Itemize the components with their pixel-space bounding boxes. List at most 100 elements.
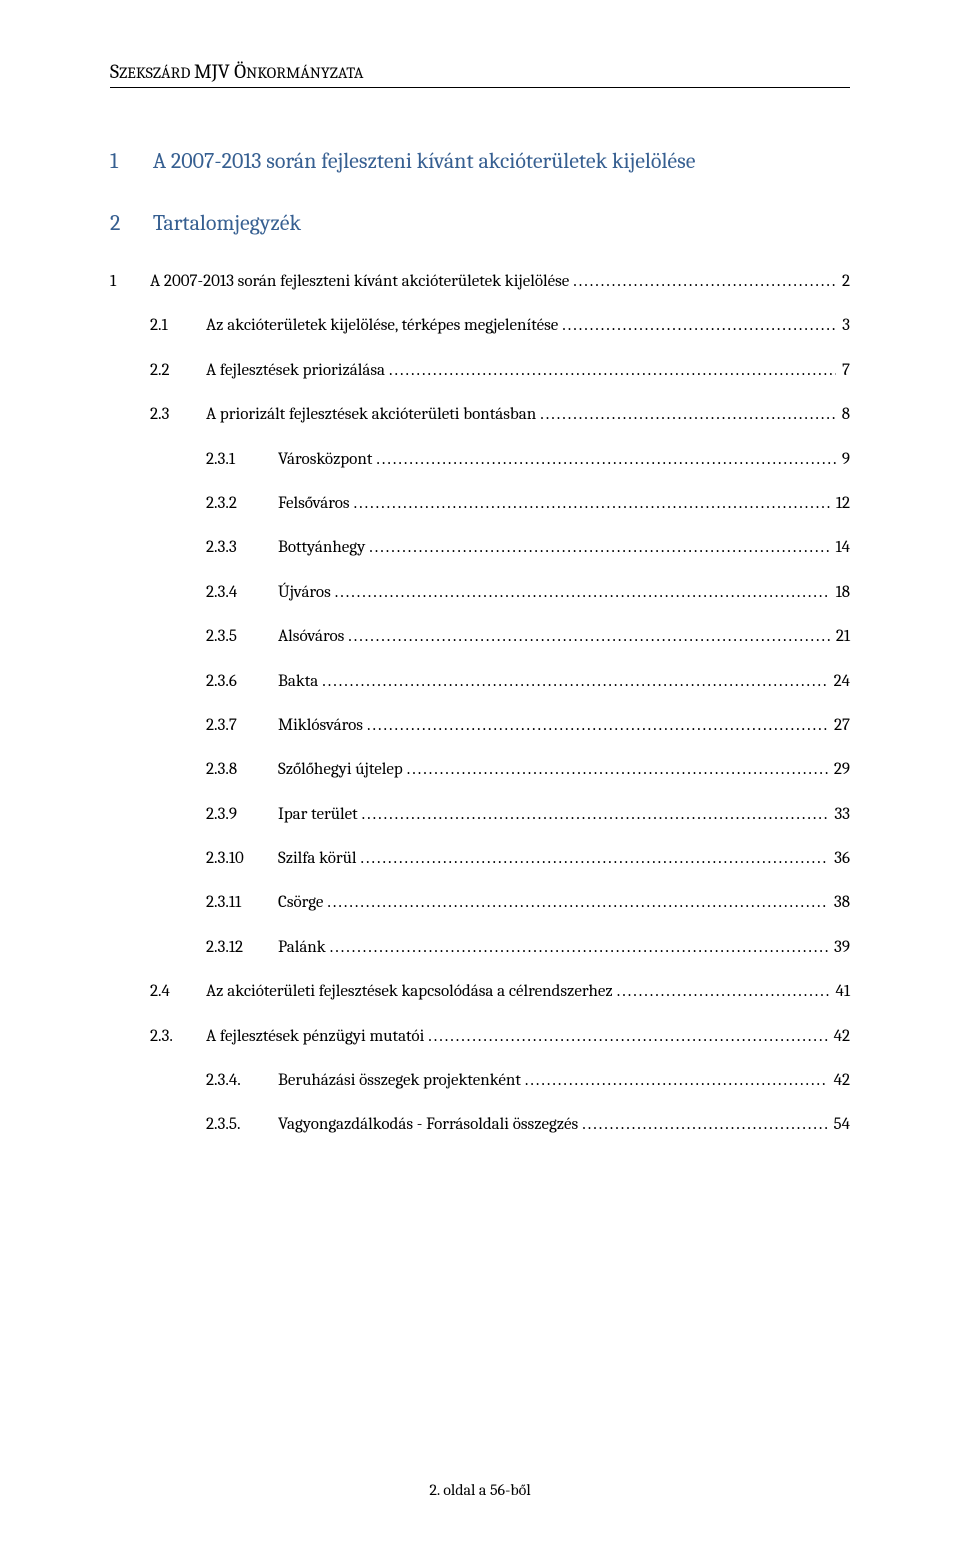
toc-entry-page: 38 xyxy=(832,893,850,913)
heading-2: 2 Tartalomjegyzék xyxy=(110,210,850,236)
toc-spacer xyxy=(110,559,850,583)
toc-leader-dots xyxy=(335,583,830,603)
toc-entry[interactable]: 2.3.11Csörge38 xyxy=(110,893,850,913)
toc-entry-page: 42 xyxy=(832,1027,850,1047)
toc-entry-number: 1 xyxy=(110,272,150,292)
running-head-small-2: NKORMÁNYZATA xyxy=(246,64,363,82)
toc-entry[interactable]: 1A 2007-2013 során fejleszteni kívánt ak… xyxy=(110,272,850,292)
toc-entry[interactable]: 2.4Az akcióterületi fejlesztések kapcsol… xyxy=(110,982,850,1002)
toc-entry-page: 2 xyxy=(840,272,850,292)
toc-spacer xyxy=(110,292,850,316)
toc-entry-number: 2.3.8 xyxy=(206,760,278,780)
toc-spacer xyxy=(110,736,850,760)
toc-entry-label: Városközpont xyxy=(278,450,372,470)
toc-entry[interactable]: 2.3A priorizált fejlesztések akcióterüle… xyxy=(110,405,850,425)
toc-entry[interactable]: 2.1Az akcióterületek kijelölése, térképe… xyxy=(110,316,850,336)
toc-leader-dots xyxy=(617,982,830,1002)
toc-leader-dots xyxy=(362,805,829,825)
toc-leader-dots xyxy=(540,405,836,425)
toc-entry[interactable]: 2.3.12Palánk39 xyxy=(110,938,850,958)
toc-spacer xyxy=(110,825,850,849)
toc-spacer xyxy=(110,603,850,627)
toc-spacer xyxy=(110,381,850,405)
toc-entry-page: 24 xyxy=(832,672,850,692)
toc-entry-number: 2.4 xyxy=(150,982,206,1002)
toc-entry[interactable]: 2.3.7Miklósváros27 xyxy=(110,716,850,736)
toc-leader-dots xyxy=(367,716,828,736)
toc-entry[interactable]: 2.3.1Városközpont 9 xyxy=(110,450,850,470)
toc-leader-dots xyxy=(428,1027,827,1047)
toc-entry-label: Ipar terület xyxy=(278,805,358,825)
toc-entry-label: A priorizált fejlesztések akcióterületi … xyxy=(206,405,536,425)
toc-entry-number: 2.3.10 xyxy=(206,849,278,869)
toc-entry[interactable]: 2.3.10Szilfa körül36 xyxy=(110,849,850,869)
toc-spacer xyxy=(110,781,850,805)
running-head-cap-1: S xyxy=(110,60,119,83)
toc-entry-page: 33 xyxy=(832,805,850,825)
document-body: 1 A 2007-2013 során fejleszteni kívánt a… xyxy=(110,148,850,1160)
toc-leader-dots xyxy=(525,1071,828,1091)
toc-entry[interactable]: 2.3.2Felsőváros12 xyxy=(110,494,850,514)
heading-1-number: 1 xyxy=(110,148,148,174)
toc-entry-number: 2.3.1 xyxy=(206,450,278,470)
toc-entry-number: 2.3. xyxy=(150,1027,206,1047)
toc-entry-number: 2.3.4. xyxy=(206,1071,278,1091)
toc-entry[interactable]: 2.3.9Ipar terület 33 xyxy=(110,805,850,825)
toc-entry-number: 2.3.11 xyxy=(206,893,278,913)
toc-entry-label: Bakta xyxy=(278,672,318,692)
page-footer: 2. oldal a 56-ből xyxy=(0,1481,960,1499)
toc-entry[interactable]: 2.2A fejlesztések priorizálása7 xyxy=(110,361,850,381)
toc-entry-number: 2.3.9 xyxy=(206,805,278,825)
toc-entry[interactable]: 2.3.5Alsóváros21 xyxy=(110,627,850,647)
toc-entry-page: 14 xyxy=(833,538,850,558)
toc-entry-label: Palánk xyxy=(278,938,326,958)
toc-entry-number: 2.3.3 xyxy=(206,538,278,558)
running-head-small-1: ZEKSZÁRD xyxy=(119,64,194,82)
toc-entry-page: 8 xyxy=(840,405,850,425)
heading-2-number: 2 xyxy=(110,210,148,236)
toc-entry-page: 7 xyxy=(840,361,850,381)
toc-entry[interactable]: 2.3.6Bakta24 xyxy=(110,672,850,692)
toc-entry-page: 12 xyxy=(834,494,850,514)
document-page: SZEKSZÁRD MJV ÖNKORMÁNYZATA 1 A 2007-201… xyxy=(0,0,960,1559)
toc-entry-page: 18 xyxy=(834,583,850,603)
running-head-cap-2: MJV Ö xyxy=(194,60,246,83)
toc-spacer xyxy=(110,958,850,982)
toc-leader-dots xyxy=(327,893,828,913)
toc-leader-dots xyxy=(562,316,836,336)
toc-entry-label: Szőlőhegyi újtelep xyxy=(278,760,403,780)
toc-entry[interactable]: 2.3.8Szőlőhegyi újtelep29 xyxy=(110,760,850,780)
toc-spacer xyxy=(110,692,850,716)
toc-entry-page: 41 xyxy=(833,982,850,1002)
toc-entry-page: 54 xyxy=(832,1115,850,1135)
toc-entry-number: 2.3.4 xyxy=(206,583,278,603)
heading-1: 1 A 2007-2013 során fejleszteni kívánt a… xyxy=(110,148,850,174)
toc-entry-page: 3 xyxy=(840,316,850,336)
toc-leader-dots xyxy=(389,361,836,381)
toc-entry[interactable]: 2.3.5.Vagyongazdálkodás - Forrásoldali ö… xyxy=(110,1115,850,1135)
toc-entry-number: 2.3.12 xyxy=(206,938,278,958)
toc-entry-label: Újváros xyxy=(278,583,331,603)
toc-leader-dots xyxy=(573,272,836,292)
toc-spacer xyxy=(110,869,850,893)
toc-leader-dots xyxy=(376,450,836,470)
toc-entry-label: A fejlesztések pénzügyi mutatói xyxy=(206,1027,424,1047)
toc-spacer xyxy=(110,914,850,938)
heading-1-text: A 2007-2013 során fejleszteni kívánt akc… xyxy=(153,148,696,174)
heading-2-text: Tartalomjegyzék xyxy=(153,210,301,236)
toc-entry-label: A 2007-2013 során fejleszteni kívánt akc… xyxy=(150,272,569,292)
toc-entry[interactable]: 2.3.4Újváros 18 xyxy=(110,583,850,603)
toc-leader-dots xyxy=(407,760,828,780)
toc-leader-dots xyxy=(369,538,829,558)
toc-spacer xyxy=(110,648,850,672)
toc-spacer xyxy=(110,1003,850,1027)
toc-spacer xyxy=(110,470,850,494)
toc-entry-number: 2.3.5 xyxy=(206,627,278,647)
toc-entry-page: 9 xyxy=(840,450,850,470)
toc-entry-label: Miklósváros xyxy=(278,716,363,736)
toc-entry[interactable]: 2.3.A fejlesztések pénzügyi mutatói 42 xyxy=(110,1027,850,1047)
toc-entry[interactable]: 2.3.3Bottyánhegy14 xyxy=(110,538,850,558)
toc-leader-dots xyxy=(360,849,828,869)
toc-entry[interactable]: 2.3.4.Beruházási összegek projektenként4… xyxy=(110,1071,850,1091)
table-of-contents: 1A 2007-2013 során fejleszteni kívánt ak… xyxy=(110,272,850,1160)
